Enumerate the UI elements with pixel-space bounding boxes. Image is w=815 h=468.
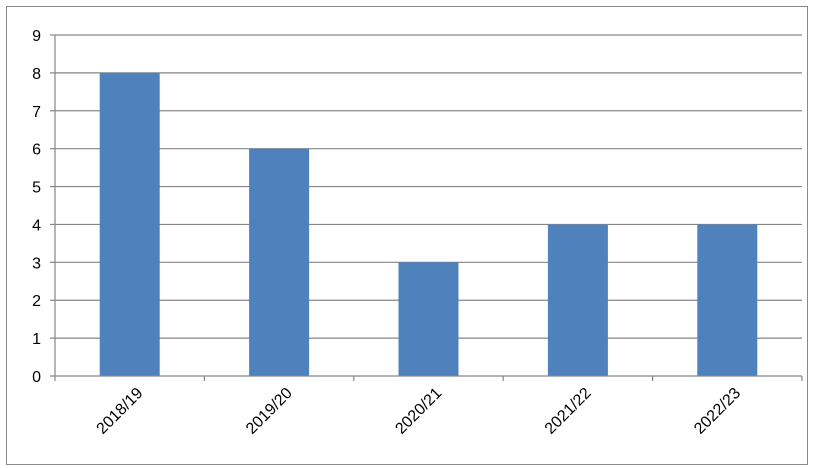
- y-tick-label: 1: [32, 331, 41, 348]
- y-tick-label: 0: [32, 369, 41, 386]
- bar-2021-22: [547, 224, 608, 376]
- y-tick-label: 8: [32, 66, 41, 83]
- gridlines: [55, 34, 802, 339]
- y-axis-tick-labels: 0 1 2 3 4 5 6 7 8 9: [32, 28, 41, 386]
- x-axis-tick-labels: 2018/19 2019/20 2020/21 2021/22 2022/23: [94, 385, 745, 438]
- x-tick-label: 2019/20: [243, 385, 296, 438]
- x-tick-label: 2021/22: [542, 385, 595, 438]
- x-tick-label: 2022/23: [691, 385, 744, 438]
- bar-2020-21: [398, 262, 459, 376]
- x-tick-label: 2020/21: [392, 385, 445, 438]
- bar-2022-23: [697, 224, 758, 376]
- y-tick-label: 7: [32, 104, 41, 121]
- y-tick-label: 2: [32, 293, 41, 310]
- y-tick-label: 9: [32, 28, 41, 45]
- y-tick-label: 5: [32, 180, 41, 197]
- bars: [99, 72, 758, 376]
- bar-2018-19: [99, 72, 160, 376]
- y-tick-label: 3: [32, 255, 41, 272]
- axes: [50, 34, 803, 381]
- x-tick-label: 2018/19: [94, 385, 147, 438]
- bar-2019-20: [249, 148, 310, 376]
- y-tick-label: 6: [32, 142, 41, 159]
- y-tick-label: 4: [32, 217, 41, 234]
